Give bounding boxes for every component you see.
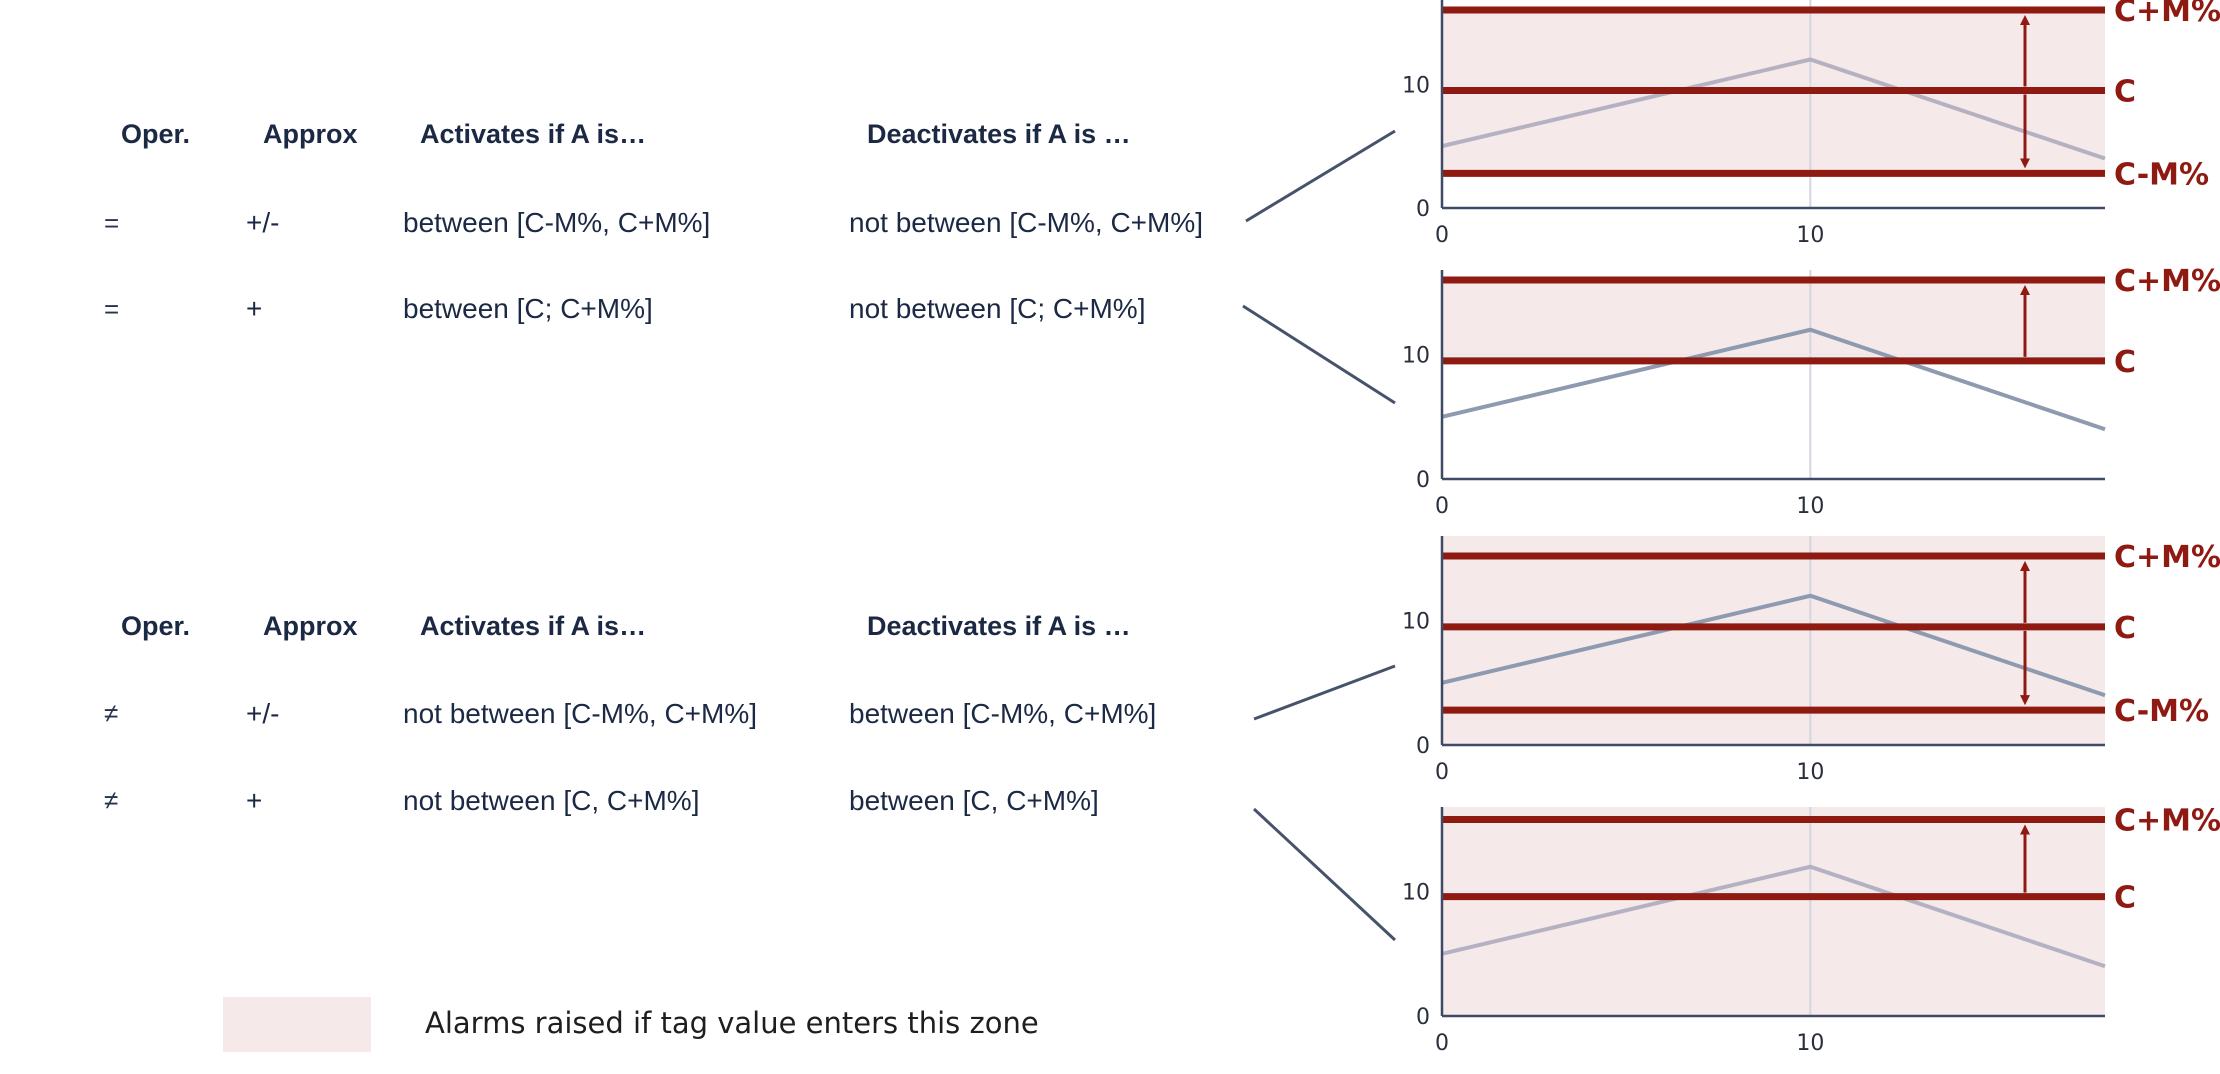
threshold-label: C+M% (2114, 264, 2220, 299)
header-approx: Approx (263, 119, 358, 149)
x-tick-label: 10 (1796, 1031, 1824, 1056)
row-deactivates: not between [C-M%, C+M%] (849, 207, 1204, 238)
threshold-label: C-M% (2114, 157, 2209, 192)
connector-line (1242, 304, 1396, 405)
row-approx: + (246, 293, 263, 324)
row-activates: between [C-M%, C+M%] (403, 207, 711, 238)
chart-not-equal-plus-minus: C+M% C C-M% 0 10 0 10 (1402, 536, 2220, 785)
row-oper: ≠ (104, 785, 119, 815)
y-tick-label: 0 (1416, 1005, 1430, 1030)
signal-line (1441, 57, 2106, 161)
header-deactivates: Deactivates if A is … (867, 611, 1131, 641)
chart-equal-plus-minus: C+M% C C-M% 0 10 0 10 (1402, 0, 2220, 248)
row-deactivates: not between [C; C+M%] (849, 293, 1146, 324)
row-oper: = (104, 294, 120, 324)
row-activates: between [C; C+M%] (403, 293, 653, 324)
header-oper: Oper. (121, 611, 191, 641)
y-tick-label: 0 (1416, 197, 1430, 222)
row-activates: not between [C, C+M%] (403, 785, 700, 816)
y-tick-label: 0 (1416, 468, 1430, 493)
x-tick-label: 10 (1796, 223, 1824, 248)
threshold-label: C (2114, 345, 2136, 380)
header-approx: Approx (263, 611, 358, 641)
x-tick-label: 0 (1435, 760, 1449, 785)
threshold-label: C+M% (2114, 803, 2220, 838)
row-approx: + (246, 785, 263, 816)
alarm-zone (1442, 280, 2105, 361)
row-activates: not between [C-M%, C+M%] (403, 698, 758, 729)
signal-line (1441, 327, 2106, 432)
y-tick-label: 10 (1402, 73, 1430, 98)
row-deactivates: between [C, C+M%] (849, 785, 1099, 816)
x-tick-label: 0 (1435, 1031, 1449, 1056)
x-tick-label: 10 (1796, 494, 1824, 519)
alarm-zone-legend-swatch (223, 997, 371, 1052)
alarm-zone (1442, 807, 2105, 1016)
threshold-label: C (2114, 74, 2136, 109)
threshold-label: C+M% (2114, 540, 2220, 575)
row-approx: +/- (246, 207, 280, 238)
chart-equal-plus: C+M% C 0 10 0 10 (1402, 264, 2220, 519)
signal-line (1441, 864, 2106, 969)
signal-line (1441, 593, 2106, 698)
header-oper: Oper. (121, 119, 191, 149)
y-tick-label: 0 (1416, 734, 1430, 759)
connector-lines (1242, 129, 1397, 942)
y-tick-label: 10 (1402, 881, 1430, 906)
x-tick-label: 10 (1796, 760, 1824, 785)
x-tick-label: 0 (1435, 494, 1449, 519)
threshold-label: C+M% (2114, 0, 2220, 29)
threshold-label: C (2114, 881, 2136, 916)
threshold-label: C (2114, 611, 2136, 646)
alarm-zone-legend-text: Alarms raised if tag value enters this z… (425, 1006, 1039, 1040)
y-tick-label: 10 (1402, 344, 1430, 369)
connector-line (1253, 664, 1396, 721)
connector-line (1245, 129, 1396, 223)
row-approx: +/- (246, 698, 280, 729)
x-tick-label: 0 (1435, 223, 1449, 248)
row-oper: = (104, 208, 120, 238)
y-tick-label: 10 (1402, 610, 1430, 635)
chart-not-equal-plus: C+M% C 0 10 0 10 (1402, 803, 2220, 1056)
charts: C+M% C C-M% 0 10 0 10 C+M% C 0 10 0 10 C+M% C C-M% 0 10 0 1… (1402, 0, 2220, 1056)
row-oper: ≠ (104, 698, 119, 728)
header-activates: Activates if A is… (420, 611, 647, 641)
connector-line (1252, 807, 1397, 942)
row-deactivates: between [C-M%, C+M%] (849, 698, 1157, 729)
header-deactivates: Deactivates if A is … (867, 119, 1131, 149)
threshold-label: C-M% (2114, 694, 2209, 729)
header-activates: Activates if A is… (420, 119, 647, 149)
